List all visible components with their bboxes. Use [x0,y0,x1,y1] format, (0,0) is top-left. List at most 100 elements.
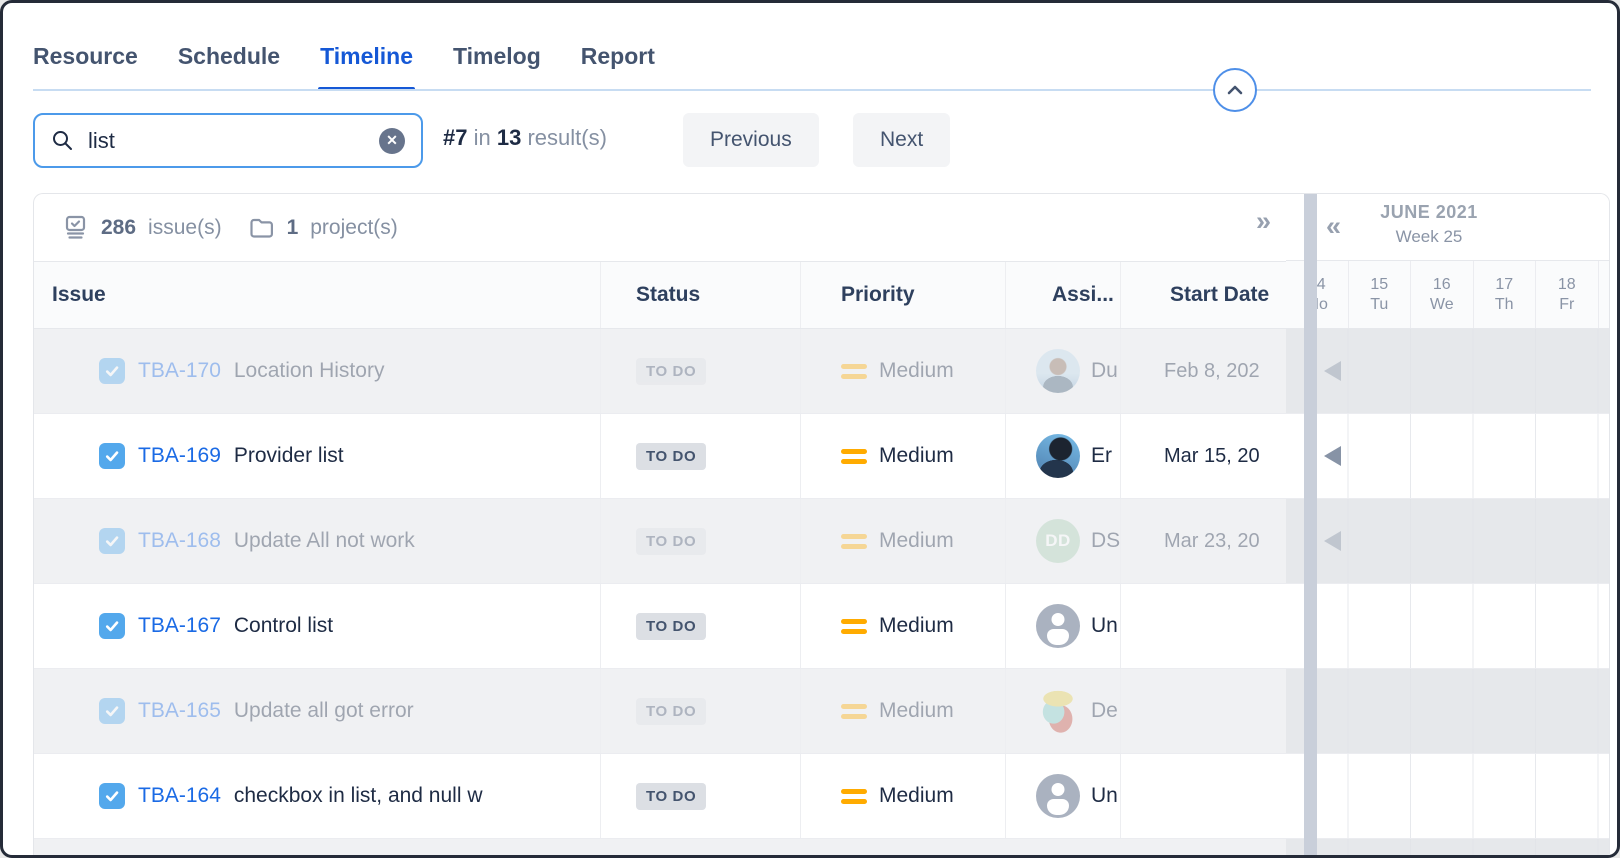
tab-resource[interactable]: Resource [33,43,138,69]
start-date-cell: Mar 15, 20 [1121,414,1304,498]
timeline-month-label: JUNE 2021 [1380,202,1478,222]
issue-title: Update All not work [233,529,415,552]
status-badge[interactable]: TO DO [636,527,707,555]
timeline-row [1286,754,1609,839]
previous-button[interactable]: Previous [683,113,819,167]
issue-stack-icon [65,215,86,239]
tab-bar: Resource Schedule Timeline Timelog Repor… [33,43,655,91]
day-number: 15 [1370,275,1389,293]
tab-timeline[interactable]: Timeline [318,43,415,91]
row-checkbox[interactable] [99,358,125,384]
day-number: 16 [1432,275,1451,293]
check-icon [105,366,119,377]
row-checkbox[interactable] [99,698,125,724]
start-date-value: Feb 8, 202 [1164,359,1260,382]
folder-icon [249,218,273,238]
projects-count-label: project(s) [310,215,398,239]
column-header-start-date[interactable]: Start Date [1170,283,1270,306]
start-date-value: Mar 15, 20 [1164,444,1260,467]
issue-title: Provider list [233,444,344,467]
column-header-issue[interactable]: Issue [34,262,601,328]
timeline-row [1286,499,1609,584]
column-header-status[interactable]: Status [601,262,801,328]
row-checkbox[interactable] [99,613,125,639]
check-icon [105,621,119,632]
status-cell: TO DO [601,499,801,583]
row-checkbox[interactable] [99,443,125,469]
assignee-name: Un [1091,784,1118,807]
status-cell: TO DO [601,669,801,753]
assignee-cell: Er [1006,414,1121,498]
next-button[interactable]: Next [853,113,951,167]
day-weekday: We [1429,295,1454,313]
issue-key-link[interactable]: TBA-168 [138,529,221,552]
check-icon [105,451,119,462]
issue-title: checkbox in list, and null w [233,784,483,807]
issue-key-link[interactable]: TBA-164 [138,784,221,807]
row-checkbox[interactable] [99,783,125,809]
day-header-cell: 16 We [1411,261,1474,328]
issue-title: Control list [233,614,334,637]
column-header-priority[interactable]: Priority [801,262,1006,328]
assignee-cell: Un [1006,754,1121,838]
table-row[interactable]: TBA-168 Update All not work TO DO Medium… [34,499,1304,584]
timeline-pane: « JUNE 2021 Week 25 14Mo 15 Tu 16 We 17 Th … [1286,194,1609,855]
tab-timelog[interactable]: Timelog [452,43,541,69]
pane-splitter-handle[interactable] [1304,194,1317,855]
timeline-offscreen-left-marker[interactable] [1324,531,1341,551]
table-row[interactable]: TBA-170 Location History TO DO Medium Du… [34,329,1304,414]
priority-label: Medium [879,444,954,467]
timeline-offscreen-left-marker[interactable] [1324,446,1341,466]
issue-key-link[interactable]: TBA-167 [138,614,221,637]
day-header-cell: 14Mo [1286,261,1349,328]
table-row[interactable]: TBA-167 Control list TO DO Medium Un [34,584,1304,669]
status-cell: TO DO [601,414,801,498]
issue-key-link[interactable]: TBA-165 [138,699,221,722]
table-row[interactable]: TBA-165 Update all got error TO DO Mediu… [34,669,1304,754]
unassigned-avatar-icon [1036,604,1080,648]
status-badge[interactable]: TO DO [636,697,707,725]
timeline-grid [1286,329,1609,855]
day-header-cell: 15 Tu [1349,261,1411,328]
double-chevron-left-icon[interactable]: « [1326,211,1341,241]
day-header-cell: 19Sa [1599,261,1610,328]
collapse-toolbar-button[interactable] [1213,68,1257,112]
timeline-day-header: 14Mo 15 Tu 16 We 17 Th 18 Fr 19Sa [1286,261,1609,329]
priority-label: Medium [879,699,954,722]
timeline-offscreen-left-marker[interactable] [1324,361,1341,381]
tab-schedule[interactable]: Schedule [177,43,281,69]
table-row[interactable]: TBA-164 checkbox in list, and null w TO … [34,754,1304,839]
issue-cell: TBA-167 Control list [34,584,601,668]
status-badge[interactable]: TO DO [636,442,707,470]
start-date-cell [1121,669,1304,753]
double-chevron-right-icon[interactable]: » [1256,206,1271,236]
assignee-cell: Un [1006,584,1121,668]
issue-key-link[interactable]: TBA-169 [138,444,221,467]
row-checkbox[interactable] [99,528,125,554]
timeline-row-partial [1286,839,1609,855]
timeline-row [1286,329,1609,414]
check-icon [105,536,119,547]
issues-panel: 286 issue(s) 1 project(s) » Issue Status… [33,193,1610,855]
avatar [1036,689,1080,733]
table-row[interactable]: TBA-169 Provider list TO DO Medium Er Ma… [34,414,1304,499]
priority-medium-icon [841,703,867,719]
search-input[interactable] [88,127,365,154]
tab-report[interactable]: Report [580,43,655,69]
assignee-name: DS [1091,529,1121,552]
status-badge[interactable]: TO DO [636,782,707,810]
clear-search-icon[interactable]: ✕ [379,127,405,154]
priority-medium-icon [841,618,867,634]
status-badge[interactable]: TO DO [636,612,707,640]
check-icon [105,791,119,802]
day-weekday: Th [1494,295,1514,313]
issue-key-link[interactable]: TBA-170 [138,359,221,382]
start-date-cell [1121,584,1304,668]
column-header-assignee[interactable]: Assi... [1006,262,1121,328]
projects-count: 1 [286,215,299,239]
status-badge[interactable]: TO DO [636,357,707,385]
day-weekday: Tu [1370,295,1389,313]
timeline-month-header: « JUNE 2021 Week 25 [1286,194,1609,261]
assignee-cell: Du [1006,329,1121,413]
